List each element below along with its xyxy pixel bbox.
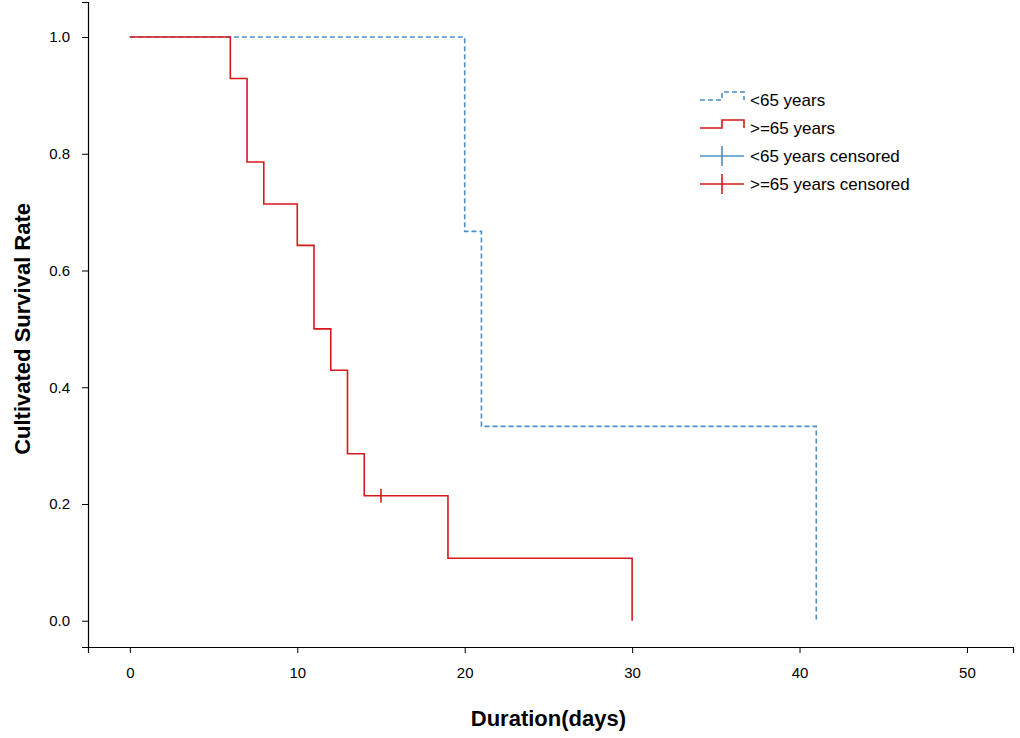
- legend: <65 years >=65 years <65 years censored >=6…: [700, 91, 910, 194]
- y-tick: 0.8: [49, 145, 88, 162]
- y-tick-mark: [82, 37, 88, 38]
- y-tick-mark: [82, 271, 88, 272]
- legend-item: <65 years censored: [700, 146, 900, 166]
- y-tick-label: 0.8: [49, 145, 70, 162]
- x-tick-label: 40: [792, 664, 809, 681]
- legend-label: >=65 years: [750, 119, 835, 138]
- legend-key-tick: [721, 146, 723, 166]
- legend-item: >=65 years censored: [700, 174, 910, 194]
- y-tick: 0.2: [49, 495, 88, 512]
- y-axis-line: [82, 3, 89, 648]
- x-tick-mark: [967, 647, 968, 653]
- legend-key: [700, 92, 744, 100]
- marks: [130, 37, 816, 621]
- x-axis-line: [89, 648, 1014, 654]
- x-tick: 30: [624, 647, 641, 681]
- legend-key: [700, 120, 744, 128]
- chart: 0 10 20 30 40 50 0.0 0.2 0.4 0.6 0.8 1.0 Duration(da…: [0, 0, 1020, 738]
- x-tick-mark: [800, 647, 801, 653]
- x-tick-label: 30: [624, 664, 641, 681]
- y-tick-mark: [82, 504, 88, 505]
- y-tick: 0.4: [49, 379, 88, 396]
- x-axis-title: Duration(days): [471, 706, 626, 731]
- legend-label: >=65 years censored: [750, 175, 910, 194]
- survival-curve: [130, 37, 632, 621]
- x-tick-mark: [130, 647, 131, 653]
- y-tick: 0.6: [49, 262, 88, 279]
- x-axis: 0 10 20 30 40 50: [89, 647, 1014, 681]
- x-tick: 40: [792, 647, 809, 681]
- x-tick-mark: [297, 647, 298, 653]
- y-axis: 0.0 0.2 0.4 0.6 0.8 1.0: [49, 3, 88, 648]
- censor-mark: [380, 489, 382, 503]
- x-tick-label: 10: [289, 664, 306, 681]
- y-tick: 1.0: [49, 28, 88, 45]
- x-tick: 10: [289, 647, 306, 681]
- x-tick-label: 50: [959, 664, 976, 681]
- legend-item: <65 years: [700, 91, 825, 110]
- y-tick-mark: [82, 621, 88, 622]
- y-tick-mark: [82, 154, 88, 155]
- x-tick-label: 20: [457, 664, 474, 681]
- survival-curve: [130, 37, 816, 621]
- legend-item: >=65 years: [700, 119, 835, 138]
- legend-key-tick: [721, 174, 723, 194]
- y-tick-label: 0.0: [49, 612, 70, 629]
- y-axis-title: Cultivated Survival Rate: [10, 203, 35, 455]
- y-tick: 0.0: [49, 612, 88, 629]
- plot-area: 0 10 20 30 40 50 0.0 0.2 0.4 0.6 0.8 1.0: [49, 3, 1013, 681]
- x-tick: 20: [457, 647, 474, 681]
- x-tick-mark: [632, 647, 633, 653]
- x-tick-mark: [465, 647, 466, 653]
- y-tick-label: 0.2: [49, 495, 70, 512]
- y-tick-mark: [82, 387, 88, 388]
- y-tick-label: 1.0: [49, 28, 70, 45]
- x-tick: 0: [126, 647, 134, 681]
- legend-label: <65 years censored: [750, 147, 900, 166]
- y-tick-label: 0.6: [49, 262, 70, 279]
- y-tick-label: 0.4: [49, 379, 70, 396]
- x-tick-label: 0: [126, 664, 134, 681]
- legend-label: <65 years: [750, 91, 825, 110]
- x-tick: 50: [959, 647, 976, 681]
